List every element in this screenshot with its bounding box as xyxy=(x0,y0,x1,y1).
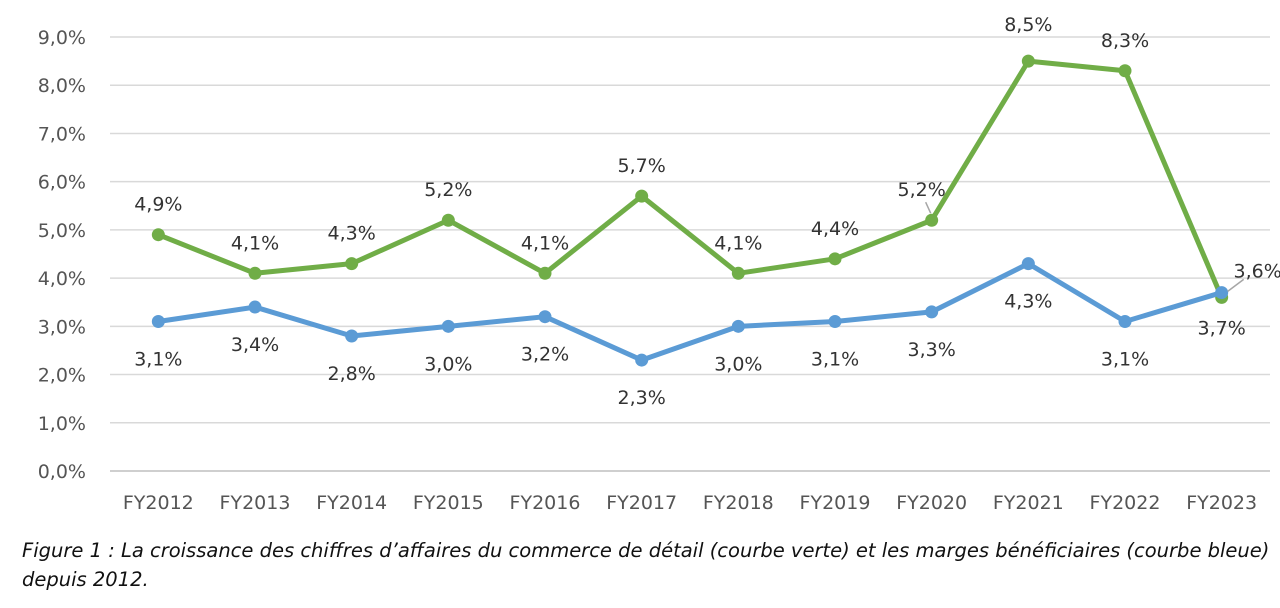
data-label: 8,3% xyxy=(1101,30,1149,52)
x-tick-label: FY2022 xyxy=(1090,492,1161,514)
data-label: 3,1% xyxy=(811,349,859,371)
series xyxy=(151,54,1229,367)
leader-line xyxy=(924,201,932,214)
data-point xyxy=(1021,257,1035,271)
data-point xyxy=(441,319,455,333)
figure-caption: Figure 1 : La croissance des chiffres d’… xyxy=(22,539,1270,591)
data-label: 3,6% xyxy=(1234,260,1280,282)
data-label: 3,7% xyxy=(1198,318,1246,340)
data-point xyxy=(925,305,939,319)
data-point xyxy=(635,189,649,203)
y-tick-label: 2,0% xyxy=(38,365,86,387)
data-point xyxy=(1021,54,1035,68)
data-label: 4,3% xyxy=(1004,291,1052,313)
data-point xyxy=(925,213,939,227)
x-tick-label: FY2019 xyxy=(800,492,871,514)
series-line xyxy=(155,58,1225,300)
data-point xyxy=(1215,286,1229,300)
y-tick-label: 6,0% xyxy=(38,172,86,194)
data-point xyxy=(345,329,359,343)
data-label: 5,2% xyxy=(424,179,472,201)
y-tick-label: 9,0% xyxy=(38,27,86,49)
data-label: 2,3% xyxy=(618,387,666,409)
data-label: 3,0% xyxy=(424,353,472,375)
series-line xyxy=(155,261,1225,363)
series-green xyxy=(151,54,1229,304)
y-axis: 0,0% 1,0% 2,0% 3,0% 4,0% 5,0% 6,0% 7,0% 8,0% 9,0% xyxy=(38,27,86,483)
data-point xyxy=(538,266,552,280)
data-point xyxy=(538,310,552,324)
data-label: 3,1% xyxy=(1101,349,1149,371)
data-labels: 4,9% 4,1% 4,3% 5,2% 4,1% 5,7% 4,1% 4,4% 5,2% 8,5%… xyxy=(134,14,1280,409)
data-point xyxy=(345,257,359,271)
gridlines xyxy=(110,36,1270,472)
y-tick-label: 7,0% xyxy=(38,123,86,145)
data-point xyxy=(1118,315,1132,329)
data-label: 3,2% xyxy=(521,344,569,366)
y-tick-label: 8,0% xyxy=(38,75,86,97)
y-tick-label: 4,0% xyxy=(38,268,86,290)
data-point xyxy=(248,300,262,314)
data-label: 4,1% xyxy=(714,232,762,254)
data-label: 3,1% xyxy=(134,349,182,371)
data-label: 3,4% xyxy=(231,334,279,356)
x-tick-label: FY2018 xyxy=(703,492,774,514)
x-tick-label: FY2020 xyxy=(896,492,967,514)
x-tick-label: FY2021 xyxy=(993,492,1064,514)
data-label: 5,7% xyxy=(618,155,666,177)
y-tick-label: 0,0% xyxy=(38,461,86,483)
data-point xyxy=(151,315,165,329)
data-label: 8,5% xyxy=(1004,14,1052,36)
x-tick-label: FY2013 xyxy=(220,492,291,514)
data-point xyxy=(731,266,745,280)
x-tick-label: FY2023 xyxy=(1186,492,1257,514)
x-tick-label: FY2014 xyxy=(316,492,387,514)
series-blue xyxy=(151,257,1229,367)
data-point xyxy=(1118,64,1132,78)
data-label: 4,1% xyxy=(521,232,569,254)
data-label: 5,2% xyxy=(898,179,946,201)
data-label: 3,0% xyxy=(714,353,762,375)
x-tick-label: FY2012 xyxy=(123,492,194,514)
y-tick-label: 3,0% xyxy=(38,316,86,338)
data-label: 4,9% xyxy=(134,194,182,216)
data-label: 3,3% xyxy=(908,339,956,361)
data-point xyxy=(151,228,165,242)
x-tick-label: FY2017 xyxy=(606,492,677,514)
chart-area: 0,0% 1,0% 2,0% 3,0% 4,0% 5,0% 6,0% 7,0% 8,0% 9,0%… xyxy=(38,14,1280,514)
data-label: 4,1% xyxy=(231,232,279,254)
x-tick-label: FY2015 xyxy=(413,492,484,514)
data-point xyxy=(828,315,842,329)
leader-line xyxy=(1227,278,1245,292)
data-point xyxy=(731,319,745,333)
x-tick-label: FY2016 xyxy=(510,492,581,514)
data-point xyxy=(828,252,842,266)
y-tick-label: 1,0% xyxy=(38,413,86,435)
y-tick-label: 5,0% xyxy=(38,220,86,242)
data-point xyxy=(635,353,649,367)
data-label: 4,4% xyxy=(811,218,859,240)
line-chart: 0,0% 1,0% 2,0% 3,0% 4,0% 5,0% 6,0% 7,0% 8,0% 9,0%… xyxy=(38,14,1280,514)
data-label: 4,3% xyxy=(328,223,376,245)
data-point xyxy=(441,213,455,227)
x-axis: FY2012 FY2013 FY2014 FY2015 FY2016 FY2017 FY20… xyxy=(123,492,1257,514)
data-label: 2,8% xyxy=(328,363,376,385)
data-point xyxy=(248,266,262,280)
